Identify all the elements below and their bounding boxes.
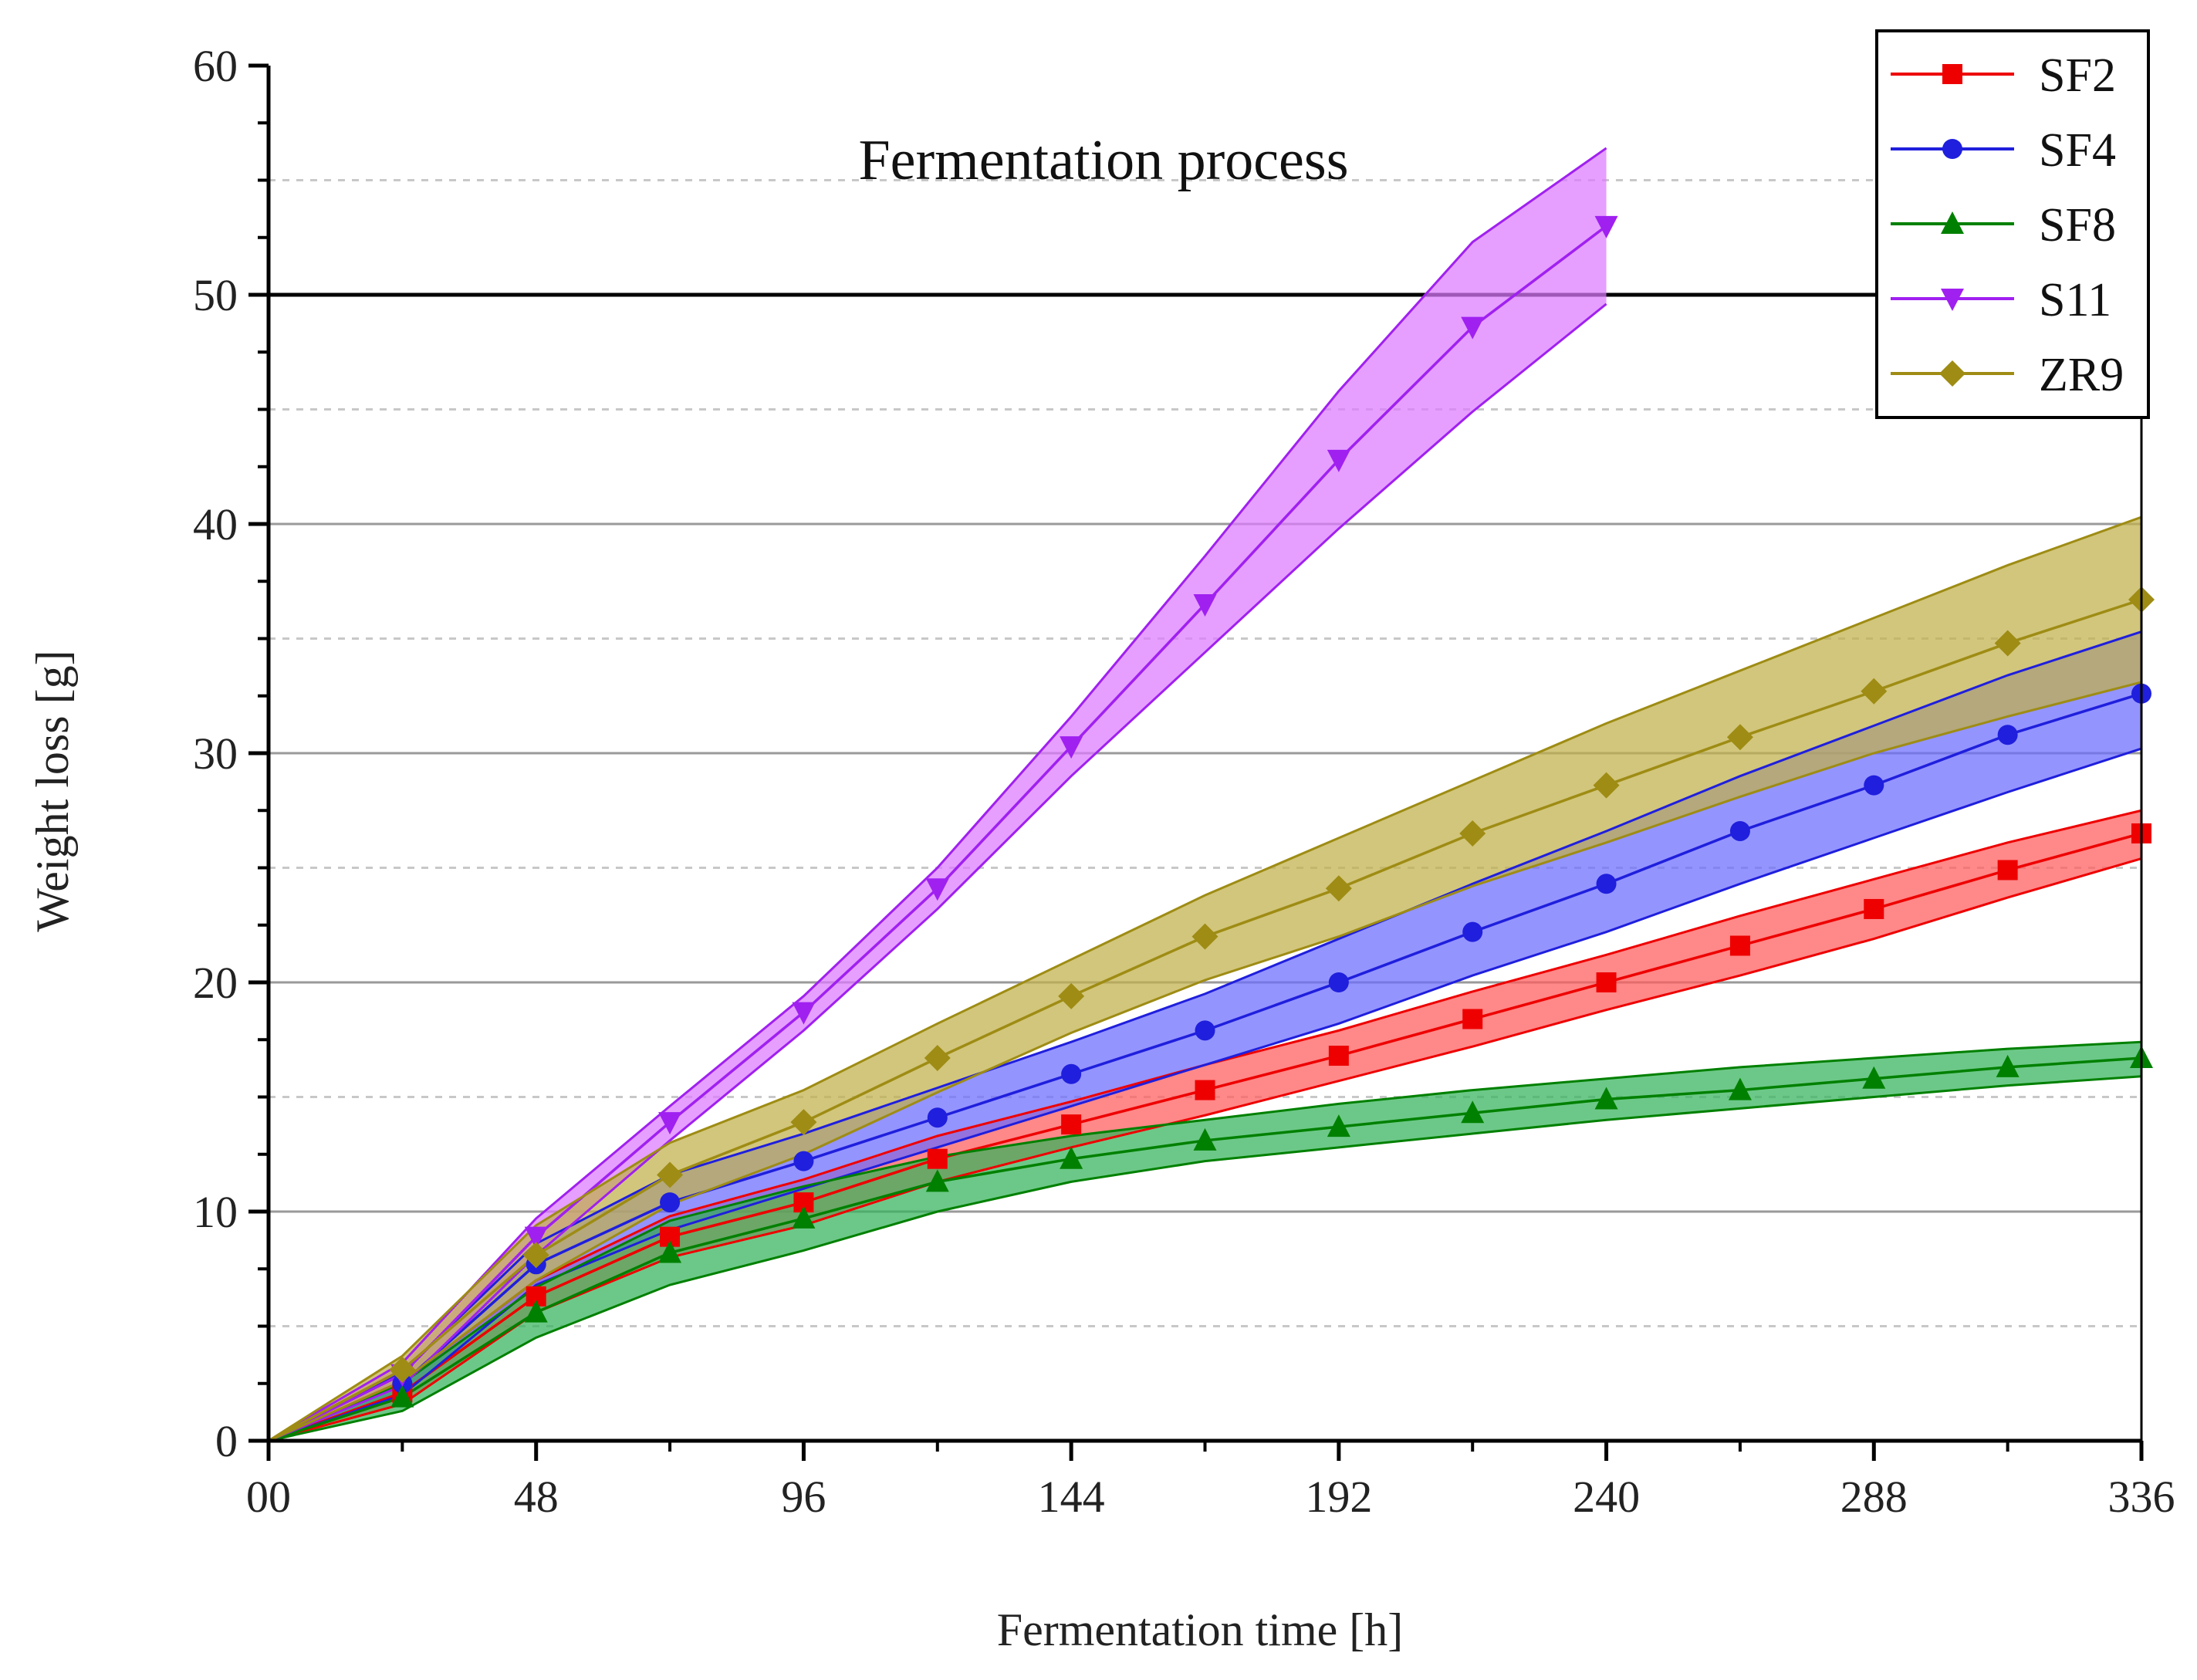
s11-data-point [925, 878, 949, 901]
x-tick-label: 240 [1573, 1472, 1640, 1522]
x-tick-label: 288 [1840, 1472, 1908, 1522]
y-tick-label: 0 [215, 1416, 238, 1466]
y-axis-title: Weight loss [g] [27, 650, 78, 931]
sf4-data-point [927, 1107, 948, 1128]
zr9-data-point [1325, 875, 1352, 902]
sf8-data-point [792, 1205, 816, 1229]
zr9-data-point [522, 1242, 549, 1269]
sf8-data-point [925, 1169, 949, 1192]
s11-data-point [1193, 593, 1217, 617]
zr9-legend-label: ZR9 [2039, 349, 2124, 401]
y-tick-label: 10 [193, 1187, 238, 1237]
x-tick-label: 96 [781, 1472, 826, 1522]
sf2-data-point [1462, 1009, 1483, 1029]
sf2-lower-edge [268, 857, 2142, 1442]
zr9-data-point [389, 1356, 416, 1383]
s11-lower-edge [268, 303, 1607, 1442]
sf4-legend-label: SF4 [2039, 124, 2116, 177]
zr9-data-point [657, 1161, 684, 1188]
x-tick-label: 192 [1305, 1472, 1372, 1522]
sf2-data-point [1729, 935, 1750, 956]
s11-data-point [1327, 449, 1350, 472]
zr9-data-point [1593, 772, 1620, 799]
sf2-data-point [1596, 972, 1617, 992]
sf8-data-point [1461, 1100, 1485, 1124]
sf4-data-point [1462, 921, 1483, 942]
x-tick-label: 144 [1038, 1472, 1105, 1522]
sf4-legend-data-point [1942, 139, 1962, 159]
sf2-legend-label: SF2 [2039, 49, 2116, 102]
sf8-legend-data-point [1941, 211, 1964, 234]
s11-upper-edge [268, 147, 1607, 1442]
sf4-data-point [1596, 874, 1617, 894]
zr9-data-point [1726, 724, 1753, 751]
sf8-data-point [1728, 1077, 1752, 1100]
zr9-upper-edge [268, 515, 2142, 1442]
zr9-data-point [1459, 820, 1486, 847]
sf8-data-point [524, 1300, 548, 1323]
sf8-data-point [1060, 1146, 1083, 1169]
sf4-data-point [1729, 820, 1750, 841]
y-tick-label: 60 [193, 41, 238, 91]
marker-layer [389, 215, 2155, 1408]
s11-legend-label: S11 [2039, 274, 2111, 326]
sf8-lower-edge [268, 1075, 2142, 1442]
x-tick-label: 00 [246, 1472, 291, 1522]
y-tick-label: 40 [193, 499, 238, 549]
sf8-data-point [1327, 1114, 1350, 1137]
zr9-data-point [1861, 678, 1888, 705]
s11-data-point [658, 1112, 682, 1135]
zr9-data-point [1994, 630, 2021, 657]
sf2-data-point [1864, 898, 1884, 919]
sf8-legend-label: SF8 [2039, 199, 2116, 252]
sf2-data-point [1997, 860, 2018, 881]
sf4-upper-edge [268, 630, 2142, 1442]
sf8-data-point [1996, 1054, 2020, 1077]
line-layer [268, 147, 2142, 1442]
x-tick-label: 336 [2108, 1472, 2175, 1522]
sf2-data-point [1328, 1046, 1349, 1066]
zr9-data-point [790, 1109, 817, 1136]
zr9-legend-data-point [1939, 360, 1965, 387]
sf8-data-point [1193, 1127, 1217, 1151]
sf4-data-point [1195, 1020, 1215, 1041]
sf4-data-point [1997, 725, 2018, 745]
sf2-error-band [269, 810, 2141, 1441]
legend: SF2 SF4 SF8 S11 ZR9 [1875, 29, 2150, 419]
zr9-data-point [1058, 982, 1085, 1009]
sf8-data-point [658, 1240, 682, 1263]
sf8-upper-edge [268, 1040, 2142, 1442]
sf4-lower-edge [268, 747, 2142, 1442]
y-tick-label: 30 [193, 728, 238, 779]
s11-data-point [1060, 736, 1083, 759]
y-tick-label: 50 [193, 270, 238, 320]
s11-data-point [1461, 316, 1485, 340]
sf4-data-point [1328, 972, 1349, 992]
x-axis-title: Fermentation time [h] [997, 1604, 1404, 1655]
s11-legend-data-point [1941, 289, 1964, 311]
sf2-legend-data-point [1942, 64, 1962, 84]
x-tick-label: 48 [514, 1472, 559, 1522]
sf4-data-point [1061, 1063, 1082, 1084]
sf8-data-point [1862, 1066, 1886, 1089]
sf2-data-point [1195, 1080, 1215, 1100]
s11-error-band [269, 147, 1607, 1441]
s11-data-point [524, 1226, 548, 1249]
sf4-data-point [1864, 775, 1884, 796]
zr9-lower-edge [268, 681, 2142, 1442]
sf8-data-point [1594, 1087, 1618, 1110]
sf8-data-point [390, 1384, 414, 1408]
sf4-data-point [793, 1151, 814, 1171]
y-tick-label: 20 [193, 958, 238, 1008]
sf2-data-point [927, 1148, 948, 1169]
zr9-data-point [1191, 923, 1218, 950]
sf4-data-point [660, 1192, 681, 1213]
s11-data-point [1594, 215, 1618, 238]
s11-data-point [792, 1002, 816, 1025]
annotation-text: Fermentation process [859, 129, 1349, 192]
zr9-data-point [924, 1045, 951, 1072]
sf2-data-point [1061, 1114, 1082, 1135]
tick-label-layer: 0 10 20 30 40 50 60 00 48 96 144 192 240 288 336 [193, 41, 2175, 1522]
